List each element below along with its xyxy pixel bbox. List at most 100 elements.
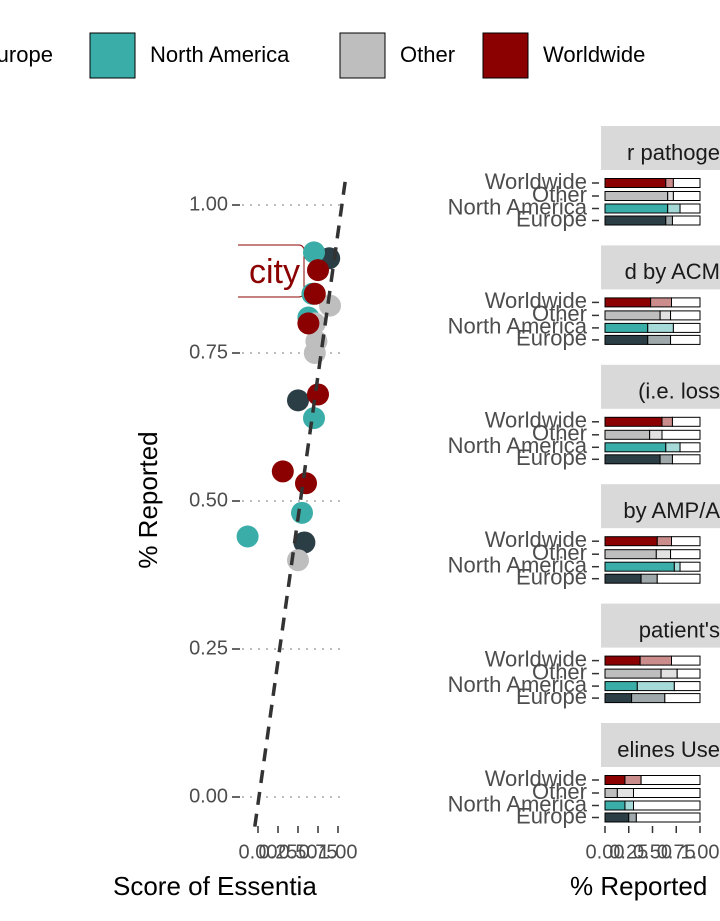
bar-bg [636,813,700,822]
bar-segment [631,693,666,704]
bar-segment [604,561,675,572]
y-tick-label: Worldwide [485,288,587,313]
bar-segment [671,655,701,666]
y-tick-label: 0.25 [189,637,228,659]
y-tick-label: North America [448,553,588,578]
bar-bg [670,335,700,345]
bar-bg [641,574,658,584]
bar-segment [665,215,673,226]
y-tick-label: 0.75 [189,341,228,363]
y-tick-label: Other [532,182,587,207]
x-tick-label: 1.00 [681,841,720,863]
bar-segment [670,310,701,321]
bar-segment [656,573,701,584]
bar-bg [667,191,674,201]
bar-segment [660,668,678,679]
y-tick-label: Other [532,540,587,565]
bar-bg [667,204,681,213]
x-axis-title: % Reported [570,871,707,901]
bar-segment [647,334,672,345]
bar-segment [604,416,663,427]
bar-bg [680,442,700,452]
y-tick-label: Europe [516,445,587,470]
y-tick-label: North America [448,314,588,339]
y-tick-label: 0.00 [189,785,228,807]
facet-title: patient's [639,617,720,642]
y-tick-label: Europe [516,684,587,709]
point [319,294,341,317]
bar-segment [624,800,635,811]
y-tick-label: Other [532,301,587,326]
bar-segment [659,310,672,321]
bar-segment [665,442,681,453]
bar-segment [673,561,681,572]
point [293,531,316,554]
y-tick-label: North America [448,194,588,219]
strip [601,484,720,529]
bar-bg [660,454,673,464]
bar-bg [617,788,634,798]
y-tick-label: North America [448,433,588,458]
point [307,259,329,282]
bar-bg [656,549,671,559]
x-tick-label: 0.75 [299,841,338,863]
bar-segment [671,416,701,427]
bar-segment [655,549,672,560]
y-tick-label: North America [448,672,588,697]
bar-bg [631,693,665,703]
bar-segment [604,442,667,453]
y-tick-label: 0.50 [189,489,228,511]
bar-segment [628,812,637,823]
bar-bg [670,310,700,320]
point [303,407,325,430]
point [307,383,329,406]
bar-segment [604,812,630,823]
bar-bg [664,693,700,703]
bar-segment [650,297,672,308]
y-tick-label: 1.00 [189,193,228,215]
bar-segment [640,775,701,785]
bar-segment [635,812,701,823]
y-tick-label: Other [532,421,587,446]
facet-title: r pathoge [627,140,720,165]
bar-bg [671,656,700,666]
annotation-box [238,244,305,298]
bar-segment [649,429,663,440]
x-tick-label: 1.00 [319,841,358,863]
legend-label: Worldwide [543,42,645,67]
strip [601,603,720,648]
bar-bg [647,335,671,345]
bar-bg [677,669,700,679]
x-tick-label: 0.00 [239,841,278,863]
y-tick-label: Other [532,779,587,804]
x-tick-label: 0.25 [259,841,298,863]
bar-bg [672,417,700,427]
bar-segment [671,215,701,226]
facet-title: by AMP/A [623,498,720,523]
bar-bg [661,669,678,679]
bar-bg [662,430,700,440]
y-tick-label: Other [532,659,587,684]
legend-swatch [482,32,529,79]
bar-segment [679,561,701,572]
bar-bg [657,574,700,584]
bar-segment [671,454,701,465]
bar-segment [672,178,701,188]
bar-segment [604,655,641,666]
bar-segment [604,215,667,226]
bar-segment [633,800,701,811]
bar-segment [639,655,673,666]
x-tick-label: 0.75 [657,841,696,863]
bar-segment [604,310,661,321]
bar-segment [604,191,669,201]
bar-bg [662,417,673,427]
bar-segment [604,536,658,547]
bar-segment [604,668,662,679]
bar-segment [604,322,649,333]
bar-segment [604,334,649,345]
bar-bg [633,788,700,798]
x-tick-label: 0.50 [279,841,318,863]
bar-segment [665,178,674,188]
bar-bg [674,681,700,691]
